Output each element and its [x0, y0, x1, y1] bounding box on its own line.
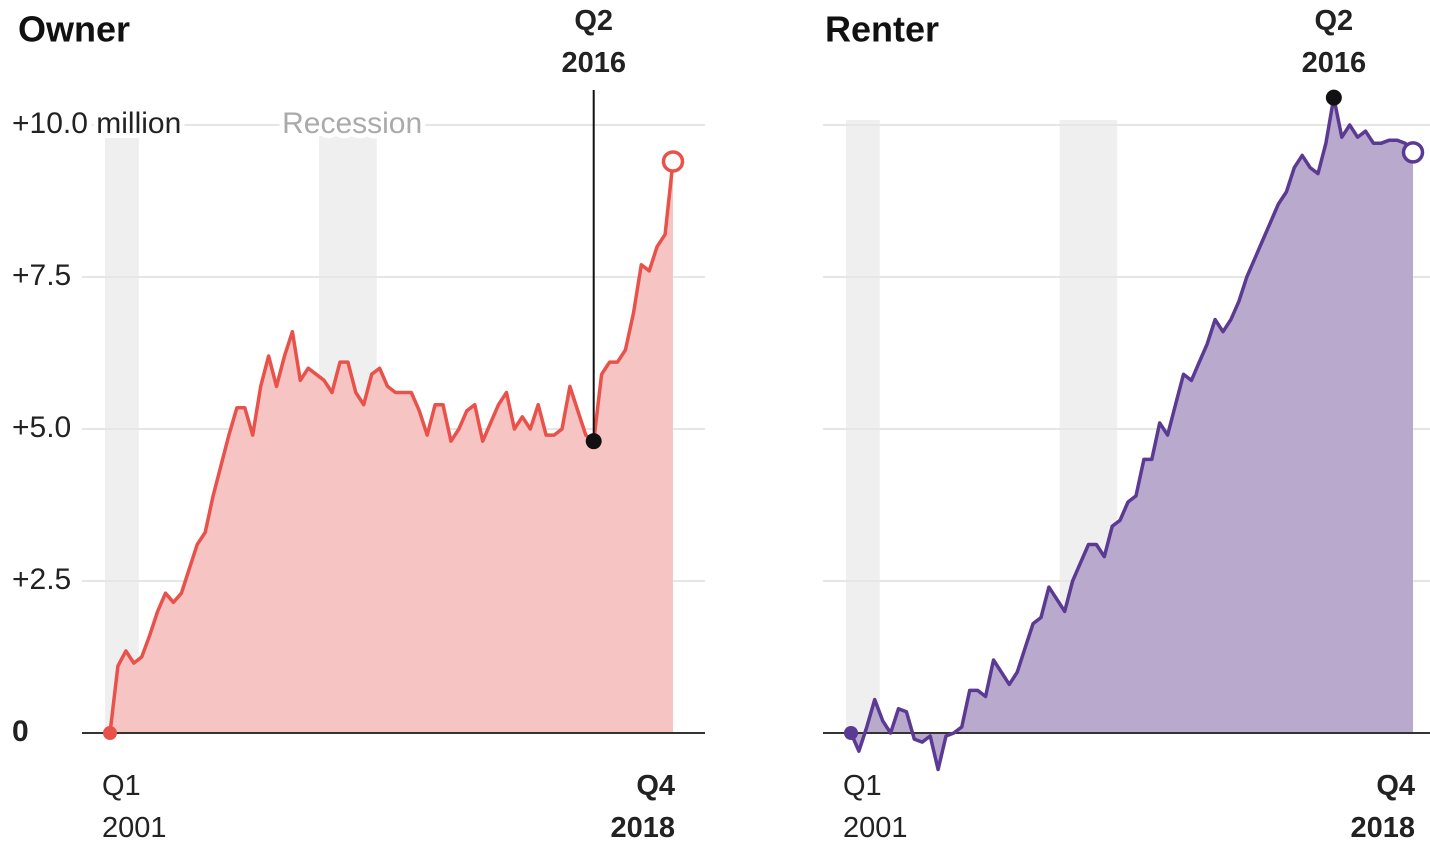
chart-title: Renter	[825, 9, 939, 50]
y-tick-label: +2.5	[12, 563, 71, 596]
end-marker	[661, 150, 685, 173]
line	[108, 161, 675, 734]
y-tick-label: +5.0	[12, 411, 71, 444]
end-marker	[1401, 141, 1425, 164]
recession-band	[846, 120, 880, 733]
line	[849, 95, 1415, 772]
start-marker	[844, 726, 858, 740]
area	[110, 161, 673, 733]
y-tick-label: 0	[12, 715, 29, 748]
x-tick-label: Q1 2001	[102, 770, 167, 844]
recession-band	[105, 120, 139, 733]
annotation-label: Q2 2016	[561, 5, 626, 79]
start-marker	[103, 726, 117, 740]
y-tick-label: +10.0 million	[12, 107, 181, 140]
x-tick-label: Q4 2018	[1350, 770, 1415, 844]
annotation-marker	[1325, 89, 1342, 106]
x-tick-label: Q4 2018	[610, 770, 675, 844]
annotation-label: Q2 2016	[1301, 5, 1367, 79]
x-tick-label: Q1 2001	[843, 770, 908, 844]
area	[851, 97, 1413, 770]
y-tick-label: +7.5	[12, 259, 71, 292]
chart-title: Owner	[18, 9, 130, 50]
recession-label: Recession	[282, 107, 422, 140]
annotation-marker	[585, 433, 602, 450]
